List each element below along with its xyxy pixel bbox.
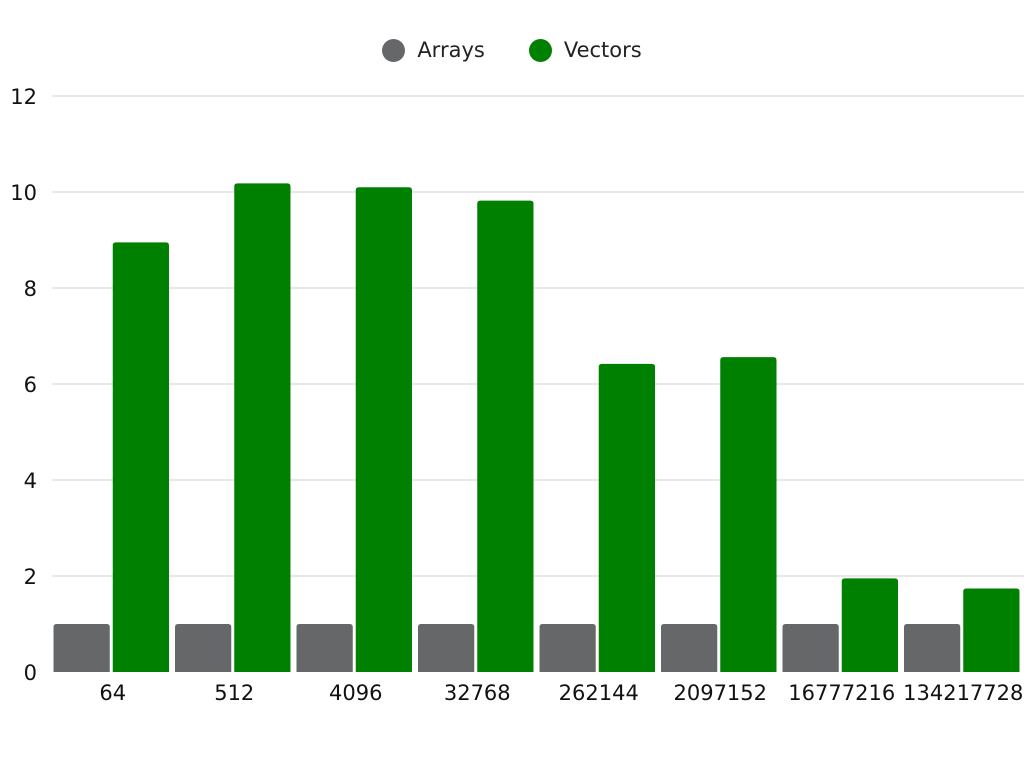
bar-vectors-512	[234, 183, 291, 673]
legend-swatch-vectors	[528, 38, 552, 62]
y-tick-label-8: 8	[24, 277, 37, 301]
y-tick-label-2: 2	[24, 565, 37, 589]
bar-vectors-32768	[477, 200, 534, 672]
y-tick-label-12: 12	[10, 85, 37, 109]
bar-arrays-16777216	[782, 624, 839, 672]
legend-item-arrays: Arrays	[382, 38, 485, 62]
legend-swatch-arrays	[382, 38, 406, 62]
bar-vectors-16777216	[841, 578, 898, 672]
bar-arrays-2097152	[661, 624, 718, 672]
bar-arrays-134217728	[904, 624, 961, 672]
y-tick-label-0: 0	[24, 661, 37, 685]
bar-vectors-64	[112, 242, 169, 672]
x-tick-label-262144: 262144	[559, 681, 639, 705]
x-tick-label-2097152: 2097152	[673, 681, 767, 705]
x-tick-label-4096: 4096	[329, 681, 382, 705]
x-tick-label-134217728: 134217728	[903, 681, 1023, 705]
x-tick-label-512: 512	[214, 681, 254, 705]
bar-arrays-262144	[539, 624, 596, 672]
y-tick-label-10: 10	[10, 181, 37, 205]
bar-vectors-2097152	[720, 357, 777, 672]
bar-vectors-262144	[598, 363, 655, 672]
bar-arrays-512	[175, 624, 232, 672]
bar-arrays-4096	[296, 624, 353, 672]
bar-arrays-32768	[418, 624, 475, 672]
legend-label-vectors: Vectors	[563, 38, 642, 62]
x-tick-label-32768: 32768	[444, 681, 511, 705]
bar-vectors-134217728	[963, 588, 1020, 672]
y-tick-label-4: 4	[24, 469, 37, 493]
x-tick-label-64: 64	[99, 681, 126, 705]
legend-label-arrays: Arrays	[417, 38, 485, 62]
y-tick-label-6: 6	[24, 373, 37, 397]
legend-item-vectors: Vectors	[528, 38, 642, 62]
x-tick-label-16777216: 16777216	[788, 681, 895, 705]
chart-legend: Arrays Vectors	[0, 38, 1024, 62]
bar-vectors-4096	[355, 187, 412, 672]
bar-arrays-64	[53, 624, 110, 672]
